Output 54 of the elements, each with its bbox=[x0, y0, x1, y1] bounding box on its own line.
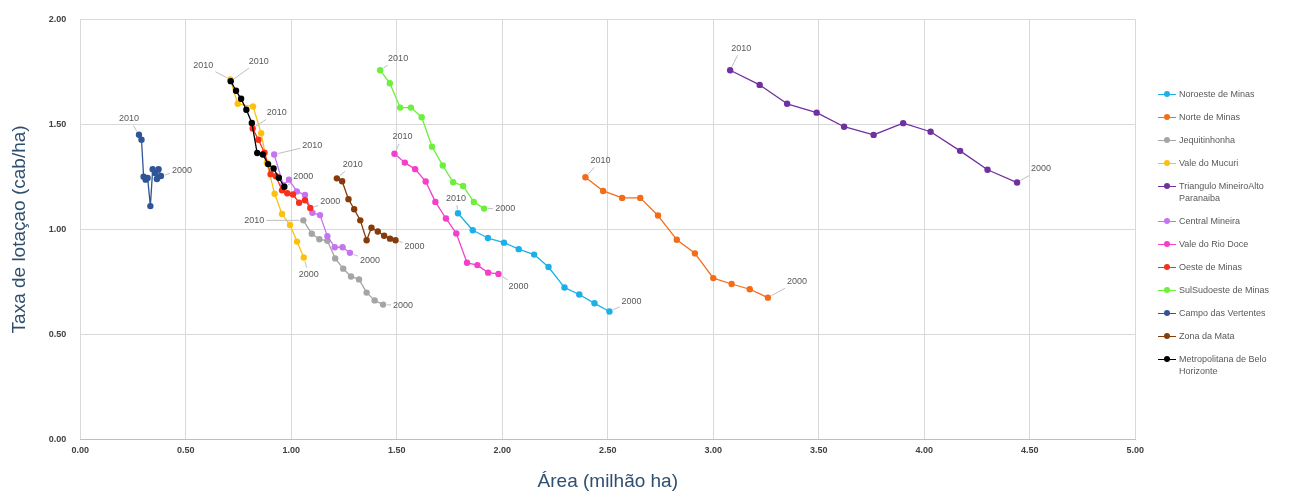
x-tick-label: 0.00 bbox=[71, 445, 90, 456]
annotation: 2000 bbox=[621, 295, 642, 306]
annotation: 2010 bbox=[590, 154, 611, 165]
x-tick-label: 1.00 bbox=[282, 445, 301, 456]
legend-label: Noroeste de Minas bbox=[1179, 88, 1255, 100]
annotation: 2000 bbox=[404, 240, 425, 251]
annotation: 2010 bbox=[244, 214, 265, 225]
annotation: 2000 bbox=[171, 164, 192, 175]
x-axis-title: Área (milhão ha) bbox=[537, 469, 679, 491]
y-tick-label: 1.50 bbox=[48, 118, 67, 129]
annotation: 2010 bbox=[248, 55, 269, 66]
legend-label: Triangulo MineiroAlto Paranaiba bbox=[1179, 180, 1265, 204]
legend-label: Jequitinhonha bbox=[1179, 134, 1236, 146]
annotation: 2010 bbox=[388, 52, 409, 63]
annotation: 2010 bbox=[731, 42, 752, 53]
annotation: 2000 bbox=[359, 255, 380, 266]
y-tick-label: 0.50 bbox=[48, 328, 67, 339]
x-tick-label: 0.50 bbox=[177, 445, 195, 456]
annotation: 2000 bbox=[508, 281, 529, 292]
y-tick-label: 2.00 bbox=[48, 13, 67, 24]
legend-label: Central Mineira bbox=[1179, 215, 1241, 227]
legend-label: Zona da Mata bbox=[1179, 330, 1235, 342]
legend-label: Vale do Rio Doce bbox=[1179, 238, 1249, 250]
x-tick-label: 2.50 bbox=[599, 445, 617, 456]
legend-label: Norte de Minas bbox=[1179, 111, 1241, 123]
legend-label: Vale do Mucuri bbox=[1179, 157, 1239, 169]
x-tick-label: 4.50 bbox=[1020, 445, 1039, 456]
annotation: 2010 bbox=[302, 139, 323, 150]
legend-label: Campo das Vertentes bbox=[1179, 307, 1266, 319]
annotation: 2000 bbox=[495, 203, 516, 214]
y-axis-title: Taxa de lotaçao (cab/ha) bbox=[7, 125, 29, 334]
y-tick-label: 0.00 bbox=[48, 433, 67, 444]
annotation: 2000 bbox=[293, 171, 314, 182]
annotation: 2000 bbox=[298, 269, 319, 280]
annotation: 2000 bbox=[320, 196, 341, 207]
annotation: 2010 bbox=[118, 113, 139, 124]
x-tick-label: 4.00 bbox=[915, 445, 934, 456]
x-tick-label: 3.00 bbox=[704, 445, 723, 456]
annotation: 2000 bbox=[1031, 163, 1052, 174]
x-tick-label: 1.50 bbox=[388, 445, 406, 456]
annotation: 2010 bbox=[392, 131, 413, 142]
y-tick-label: 1.00 bbox=[48, 223, 67, 234]
legend-label: Metropolitana de Belo Horizonte bbox=[1179, 353, 1268, 377]
annotation: 2010 bbox=[266, 106, 287, 117]
x-tick-label: 3.50 bbox=[810, 445, 828, 456]
annotation: 2000 bbox=[393, 300, 414, 311]
x-tick-label: 2.00 bbox=[493, 445, 512, 456]
annotation: 2010 bbox=[342, 158, 363, 169]
annotation: 2000 bbox=[786, 276, 807, 287]
legend-label: Oeste de Minas bbox=[1179, 261, 1243, 273]
legend-label: SulSudoeste de Minas bbox=[1179, 284, 1270, 296]
annotation: 2010 bbox=[193, 59, 214, 70]
annotation: 2010 bbox=[445, 192, 466, 203]
x-tick-label: 5.00 bbox=[1126, 445, 1145, 456]
